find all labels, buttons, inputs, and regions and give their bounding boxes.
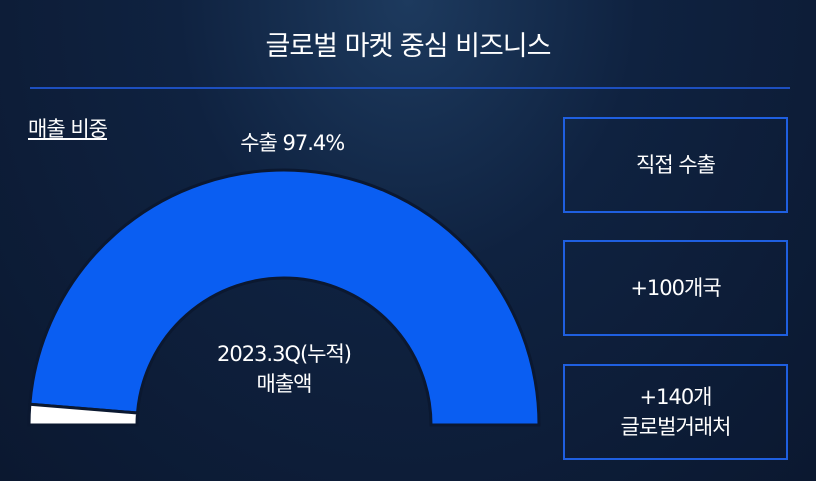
center-label: 2023.3Q(누적)	[217, 342, 351, 366]
stat-text: +140개	[640, 382, 712, 412]
stat-text: 글로벌거래처	[621, 412, 731, 442]
stat-box: +100개국	[563, 240, 788, 336]
segment-label: 수출 97.4%	[240, 131, 344, 155]
gauge-chart: 수출 97.4% 2023.3Q(누적) 매출액	[0, 0, 560, 481]
stat-text: 직접 수출	[636, 150, 715, 180]
stat-box: 직접 수출	[563, 117, 788, 213]
center-label: 매출액	[257, 372, 312, 396]
page: 글로벌 마켓 중심 비즈니스 매출 비중 수출 97.4%2023.3Q(누적)…	[0, 0, 816, 481]
stat-text: +100개국	[630, 273, 720, 303]
